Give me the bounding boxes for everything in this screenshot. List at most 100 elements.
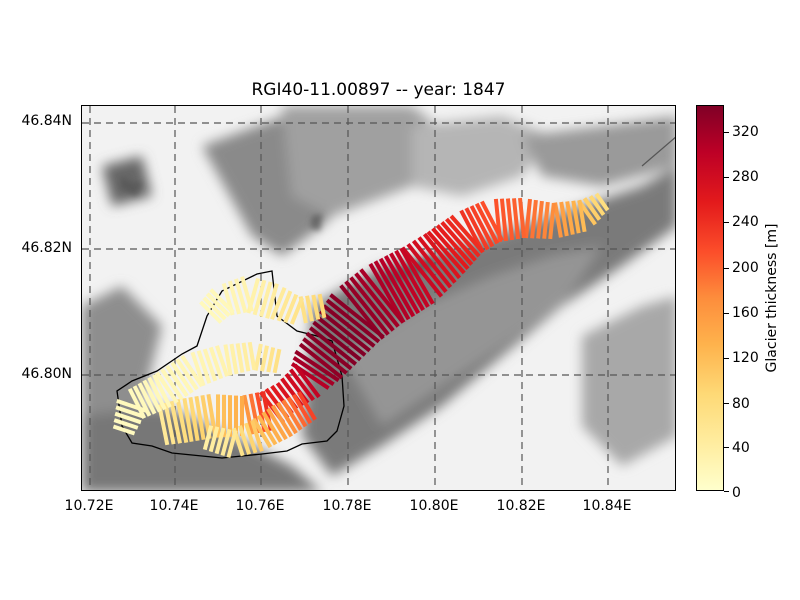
- x-tick-label: 10.78E: [322, 498, 372, 514]
- flowline-bar: [190, 351, 206, 387]
- flowline-bar: [530, 199, 538, 239]
- flowline-bar: [291, 393, 313, 425]
- flowline-bar: [394, 249, 430, 308]
- flowline-bar: [565, 201, 575, 235]
- flowline-bar: [229, 343, 239, 375]
- colorbar-tick-label: 160: [732, 305, 759, 321]
- colorbar-tick: [724, 132, 729, 133]
- flowline-bar: [272, 348, 282, 374]
- flowline-bar: [226, 429, 238, 459]
- colorbar-tick: [724, 358, 729, 359]
- flowline-bar: [449, 214, 485, 254]
- flowline-bar: [480, 200, 504, 242]
- flowline-bar: [293, 363, 321, 399]
- flowline-bar: [302, 337, 348, 375]
- flowline-bar: [474, 202, 500, 245]
- flowline-bar: [518, 197, 526, 239]
- flowline-bar: [205, 292, 231, 318]
- colorbar-tick-label: 40: [732, 440, 750, 456]
- flowline-bar: [220, 428, 232, 457]
- flowline-bar: [422, 232, 462, 280]
- flowline-bar: [406, 243, 448, 293]
- colorbar-tick-label: 280: [732, 169, 759, 185]
- flowline-bar: [417, 236, 457, 284]
- colorbar-tick: [724, 491, 729, 492]
- flowline-bar: [113, 418, 139, 430]
- flowline-bar: [359, 268, 405, 324]
- flowline-bar: [311, 294, 321, 320]
- flowline-bar: [252, 279, 267, 316]
- flowline-bar: [165, 364, 189, 398]
- flowline-bar: [329, 293, 385, 339]
- flowline-bar: [499, 198, 509, 242]
- flowline-bar: [276, 290, 293, 322]
- flowline-bar: [319, 309, 371, 353]
- flowline-bar: [182, 397, 194, 443]
- flowline-bar: [112, 424, 136, 436]
- flowline-bar: [464, 207, 490, 251]
- flowline-bar: [411, 239, 453, 289]
- flowline-bar: [297, 391, 317, 421]
- colorbar-tick: [724, 313, 729, 314]
- flowline-bar: [202, 425, 214, 451]
- flowline-bar: [253, 343, 263, 371]
- flowline-bar: [435, 224, 474, 266]
- flowline-bar: [215, 345, 229, 377]
- flowline-bar: [559, 201, 569, 237]
- flowline-bar: [444, 217, 481, 258]
- flowline-bar: [160, 368, 184, 401]
- flowline-bar: [261, 411, 283, 443]
- flowline-bar: [244, 422, 258, 454]
- colorbar-tick: [724, 447, 729, 448]
- flowline-bar: [426, 230, 466, 275]
- flowline-bar: [524, 198, 532, 239]
- flowline-bar: [194, 395, 206, 441]
- flowline-bar: [383, 255, 421, 315]
- flowline-bar: [157, 404, 170, 446]
- glacier-map: [82, 106, 675, 490]
- flowline-bar: [505, 198, 515, 241]
- flowline-bar: [223, 344, 233, 376]
- flowline-bar: [283, 293, 299, 324]
- flowline-bar: [289, 368, 315, 402]
- flowline-bar: [256, 414, 278, 446]
- flowline-bar: [116, 399, 148, 413]
- flowline-bar: [553, 202, 563, 238]
- flowline-bar: [208, 426, 220, 453]
- flowline-bar: [142, 379, 162, 413]
- flowline-bar: [431, 227, 470, 271]
- flowline-bar: [368, 262, 406, 324]
- colorbar-tick: [724, 403, 729, 404]
- flowline-bar: [147, 376, 167, 411]
- flowline-bar: [308, 326, 358, 366]
- flowline-bar: [400, 246, 444, 298]
- flowline-bar: [250, 420, 264, 452]
- flowline-bar: [289, 297, 305, 325]
- flowline-bar: [315, 315, 367, 357]
- flowline-bar: [114, 411, 142, 425]
- x-tick-label: 10.82E: [496, 498, 546, 514]
- flowline-bar: [227, 280, 242, 315]
- colorbar-tick-label: 240: [732, 214, 759, 230]
- flowline-bar: [234, 278, 248, 314]
- x-tick-label: 10.84E: [582, 498, 632, 514]
- flowline-bar: [298, 342, 344, 380]
- flowline-bar: [265, 283, 279, 319]
- x-tick-label: 10.76E: [235, 498, 285, 514]
- flowline-bar: [258, 281, 273, 318]
- flowline-bar: [251, 417, 273, 449]
- flowline-bar: [571, 200, 581, 234]
- flowline-bar: [169, 400, 182, 444]
- flowline-thickness-bars: [112, 192, 610, 459]
- flowline-bar: [354, 272, 400, 328]
- y-tick-label: 46.80N: [21, 366, 72, 382]
- x-tick-label: 10.72E: [64, 498, 114, 514]
- flowline-bar: [399, 247, 435, 305]
- map-panel: [81, 105, 676, 491]
- flowline-bar: [237, 425, 252, 455]
- colorbar-tick-label: 80: [732, 396, 750, 412]
- flowline-bar: [241, 342, 251, 372]
- ridge-line: [641, 136, 675, 167]
- flowline-bar: [322, 304, 376, 348]
- flowline-bar: [188, 396, 200, 442]
